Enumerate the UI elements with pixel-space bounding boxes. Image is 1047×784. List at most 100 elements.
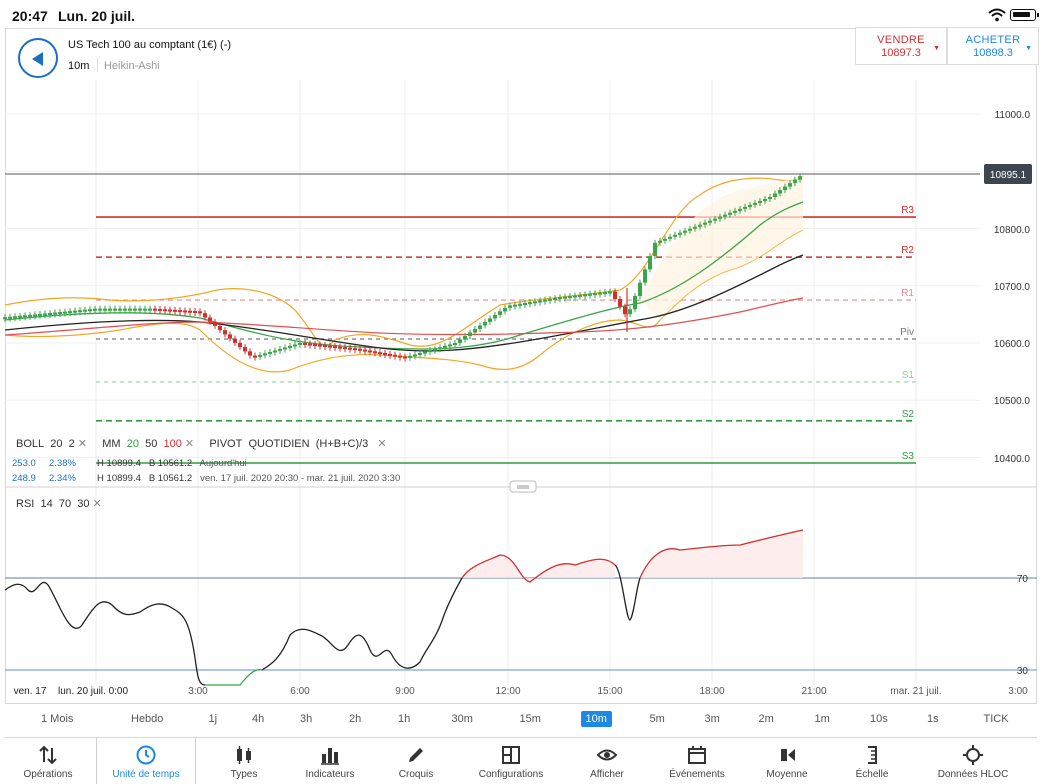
candle xyxy=(643,269,647,283)
legend-value: 2.34% xyxy=(48,473,76,484)
back-button[interactable] xyxy=(18,38,58,78)
bars-icon xyxy=(280,744,380,768)
toolbar-unite-de-temps[interactable]: Unité de temps xyxy=(96,738,196,784)
price-chart[interactable]: R3 R2 R1 Piv S1 S2 S3 11000.0 10800.0 10700.0 1060… xyxy=(0,0,1047,703)
timeframe-1h[interactable]: 1h xyxy=(398,713,411,725)
legend-low: B 10561.2 xyxy=(148,473,193,484)
pivot-legend[interactable]: PIVOT QUOTIDIEN (H+B+C)/3 ✕ xyxy=(209,438,386,450)
rsi-legend[interactable]: RSI 14 70 30 ✕ xyxy=(16,497,102,510)
candle xyxy=(568,296,572,299)
candle xyxy=(118,308,122,311)
candle xyxy=(58,312,62,315)
pivot-label: S3 xyxy=(902,451,915,462)
boll-param: 2 xyxy=(68,438,75,450)
candle xyxy=(313,344,317,347)
candle xyxy=(228,334,232,339)
price-tick-label: 10800.0 xyxy=(994,225,1031,236)
toolbar-donnees-hloc[interactable]: Données HLOC xyxy=(923,738,1023,784)
timeframe-10m[interactable]: 10m xyxy=(580,711,612,727)
timeframe-bar: 1 Mois Hebdo 1j 4h 3h 2h 1h 30m 15m 10m 5m 3m 2m 1m 10… xyxy=(5,703,1037,738)
candle xyxy=(593,293,597,296)
time-tick-label: 18:00 xyxy=(699,686,724,697)
candle xyxy=(198,311,202,314)
time-tick-label: ven. 17 xyxy=(14,686,47,697)
status-date: Lun. 20 juil. xyxy=(58,8,136,24)
toolbar-types[interactable]: Types xyxy=(194,738,294,784)
timeframe-1-mois[interactable]: 1 Mois xyxy=(41,713,74,725)
sell-button[interactable]: VENDRE 10897.3 ▼ xyxy=(855,27,947,65)
legend-value: 253.0 xyxy=(12,458,36,469)
toolbar-evenements[interactable]: Événements xyxy=(647,738,747,784)
candle xyxy=(223,330,227,335)
candle xyxy=(553,298,557,301)
candle xyxy=(128,308,132,311)
candle xyxy=(793,179,797,184)
price-tick-label: 10400.0 xyxy=(994,454,1031,465)
pivot-label: PIVOT xyxy=(209,438,243,450)
candle xyxy=(578,294,582,297)
mm-legend[interactable]: MM 20 50 100 ✕ xyxy=(102,438,194,450)
close-icon[interactable]: ✕ xyxy=(371,438,387,450)
candle xyxy=(28,314,32,317)
toolbar-moyenne[interactable]: Moyenne xyxy=(737,738,837,784)
candle xyxy=(618,299,622,307)
timeframe-4h[interactable]: 4h xyxy=(252,713,265,725)
timeframe-3m[interactable]: 3m xyxy=(704,713,720,725)
candle xyxy=(543,299,547,302)
toolbar-croquis[interactable]: Croquis xyxy=(366,738,466,784)
candle xyxy=(503,307,507,312)
time-tick-label: lun. 20 juil. 0:00 xyxy=(58,686,128,697)
candle xyxy=(143,308,147,311)
timeframe-1s[interactable]: 1s xyxy=(927,713,939,725)
candle xyxy=(698,224,702,227)
timeframe-2m[interactable]: 2m xyxy=(758,713,774,725)
timeframe-15m[interactable]: 15m xyxy=(519,713,541,725)
price-tick-label: 11000.0 xyxy=(995,110,1031,121)
toolbar-configurations[interactable]: Configurations xyxy=(461,738,561,784)
timeframe-1j[interactable]: 1j xyxy=(208,713,218,725)
timeframe-tick[interactable]: TICK xyxy=(983,713,1009,725)
buy-button[interactable]: ACHETER 10898.3 ▼ xyxy=(947,27,1039,65)
candle xyxy=(3,317,7,320)
candle xyxy=(293,344,297,347)
sell-label: VENDRE xyxy=(877,34,925,46)
timeframe-5m[interactable]: 5m xyxy=(649,713,665,725)
candle xyxy=(778,190,782,194)
rsi-overbought-fill xyxy=(462,530,803,582)
chart-frame xyxy=(5,28,1037,703)
timeframe-3h[interactable]: 3h xyxy=(300,713,313,725)
toolbar-echelle[interactable]: Échelle xyxy=(822,738,922,784)
toolbar-label: Événements xyxy=(669,769,725,780)
timeframe-30m[interactable]: 30m xyxy=(451,713,473,725)
close-icon[interactable]: ✕ xyxy=(92,498,102,510)
pivot-formula: (H+B+C)/3 xyxy=(315,438,369,450)
toolbar-operations[interactable]: Opérations xyxy=(0,738,98,784)
toolbar-afficher[interactable]: Afficher xyxy=(557,738,657,784)
candle xyxy=(43,313,47,316)
pivot-period: QUOTIDIEN xyxy=(248,438,310,450)
candle xyxy=(558,297,562,300)
boll-legend[interactable]: BOLL 20 2 ✕ xyxy=(16,438,87,450)
legend-value: 2.38% xyxy=(48,458,76,469)
caret-down-icon: ▼ xyxy=(933,45,940,52)
pivot-label: Piv xyxy=(900,327,914,338)
candles-icon xyxy=(194,744,294,768)
crosshair-icon xyxy=(923,744,1023,768)
bollinger-fill xyxy=(640,176,803,320)
candle xyxy=(418,353,422,356)
candle xyxy=(783,186,787,191)
legend-value: 248.9 xyxy=(12,473,36,484)
toolbar-label: Configurations xyxy=(478,769,544,780)
close-icon[interactable]: ✕ xyxy=(77,438,87,450)
mm-param: 20 xyxy=(126,438,139,450)
bollinger-lower-band xyxy=(4,229,804,373)
timeframe-10s[interactable]: 10s xyxy=(870,713,888,725)
candle xyxy=(433,348,437,351)
toolbar-indicateurs[interactable]: Indicateurs xyxy=(280,738,380,784)
timeframe-1m[interactable]: 1m xyxy=(814,713,830,725)
mm20-line xyxy=(4,201,804,350)
candle xyxy=(703,222,707,225)
close-icon[interactable]: ✕ xyxy=(184,438,195,450)
timeframe-2h[interactable]: 2h xyxy=(349,713,362,725)
timeframe-hebdo[interactable]: Hebdo xyxy=(131,713,164,725)
